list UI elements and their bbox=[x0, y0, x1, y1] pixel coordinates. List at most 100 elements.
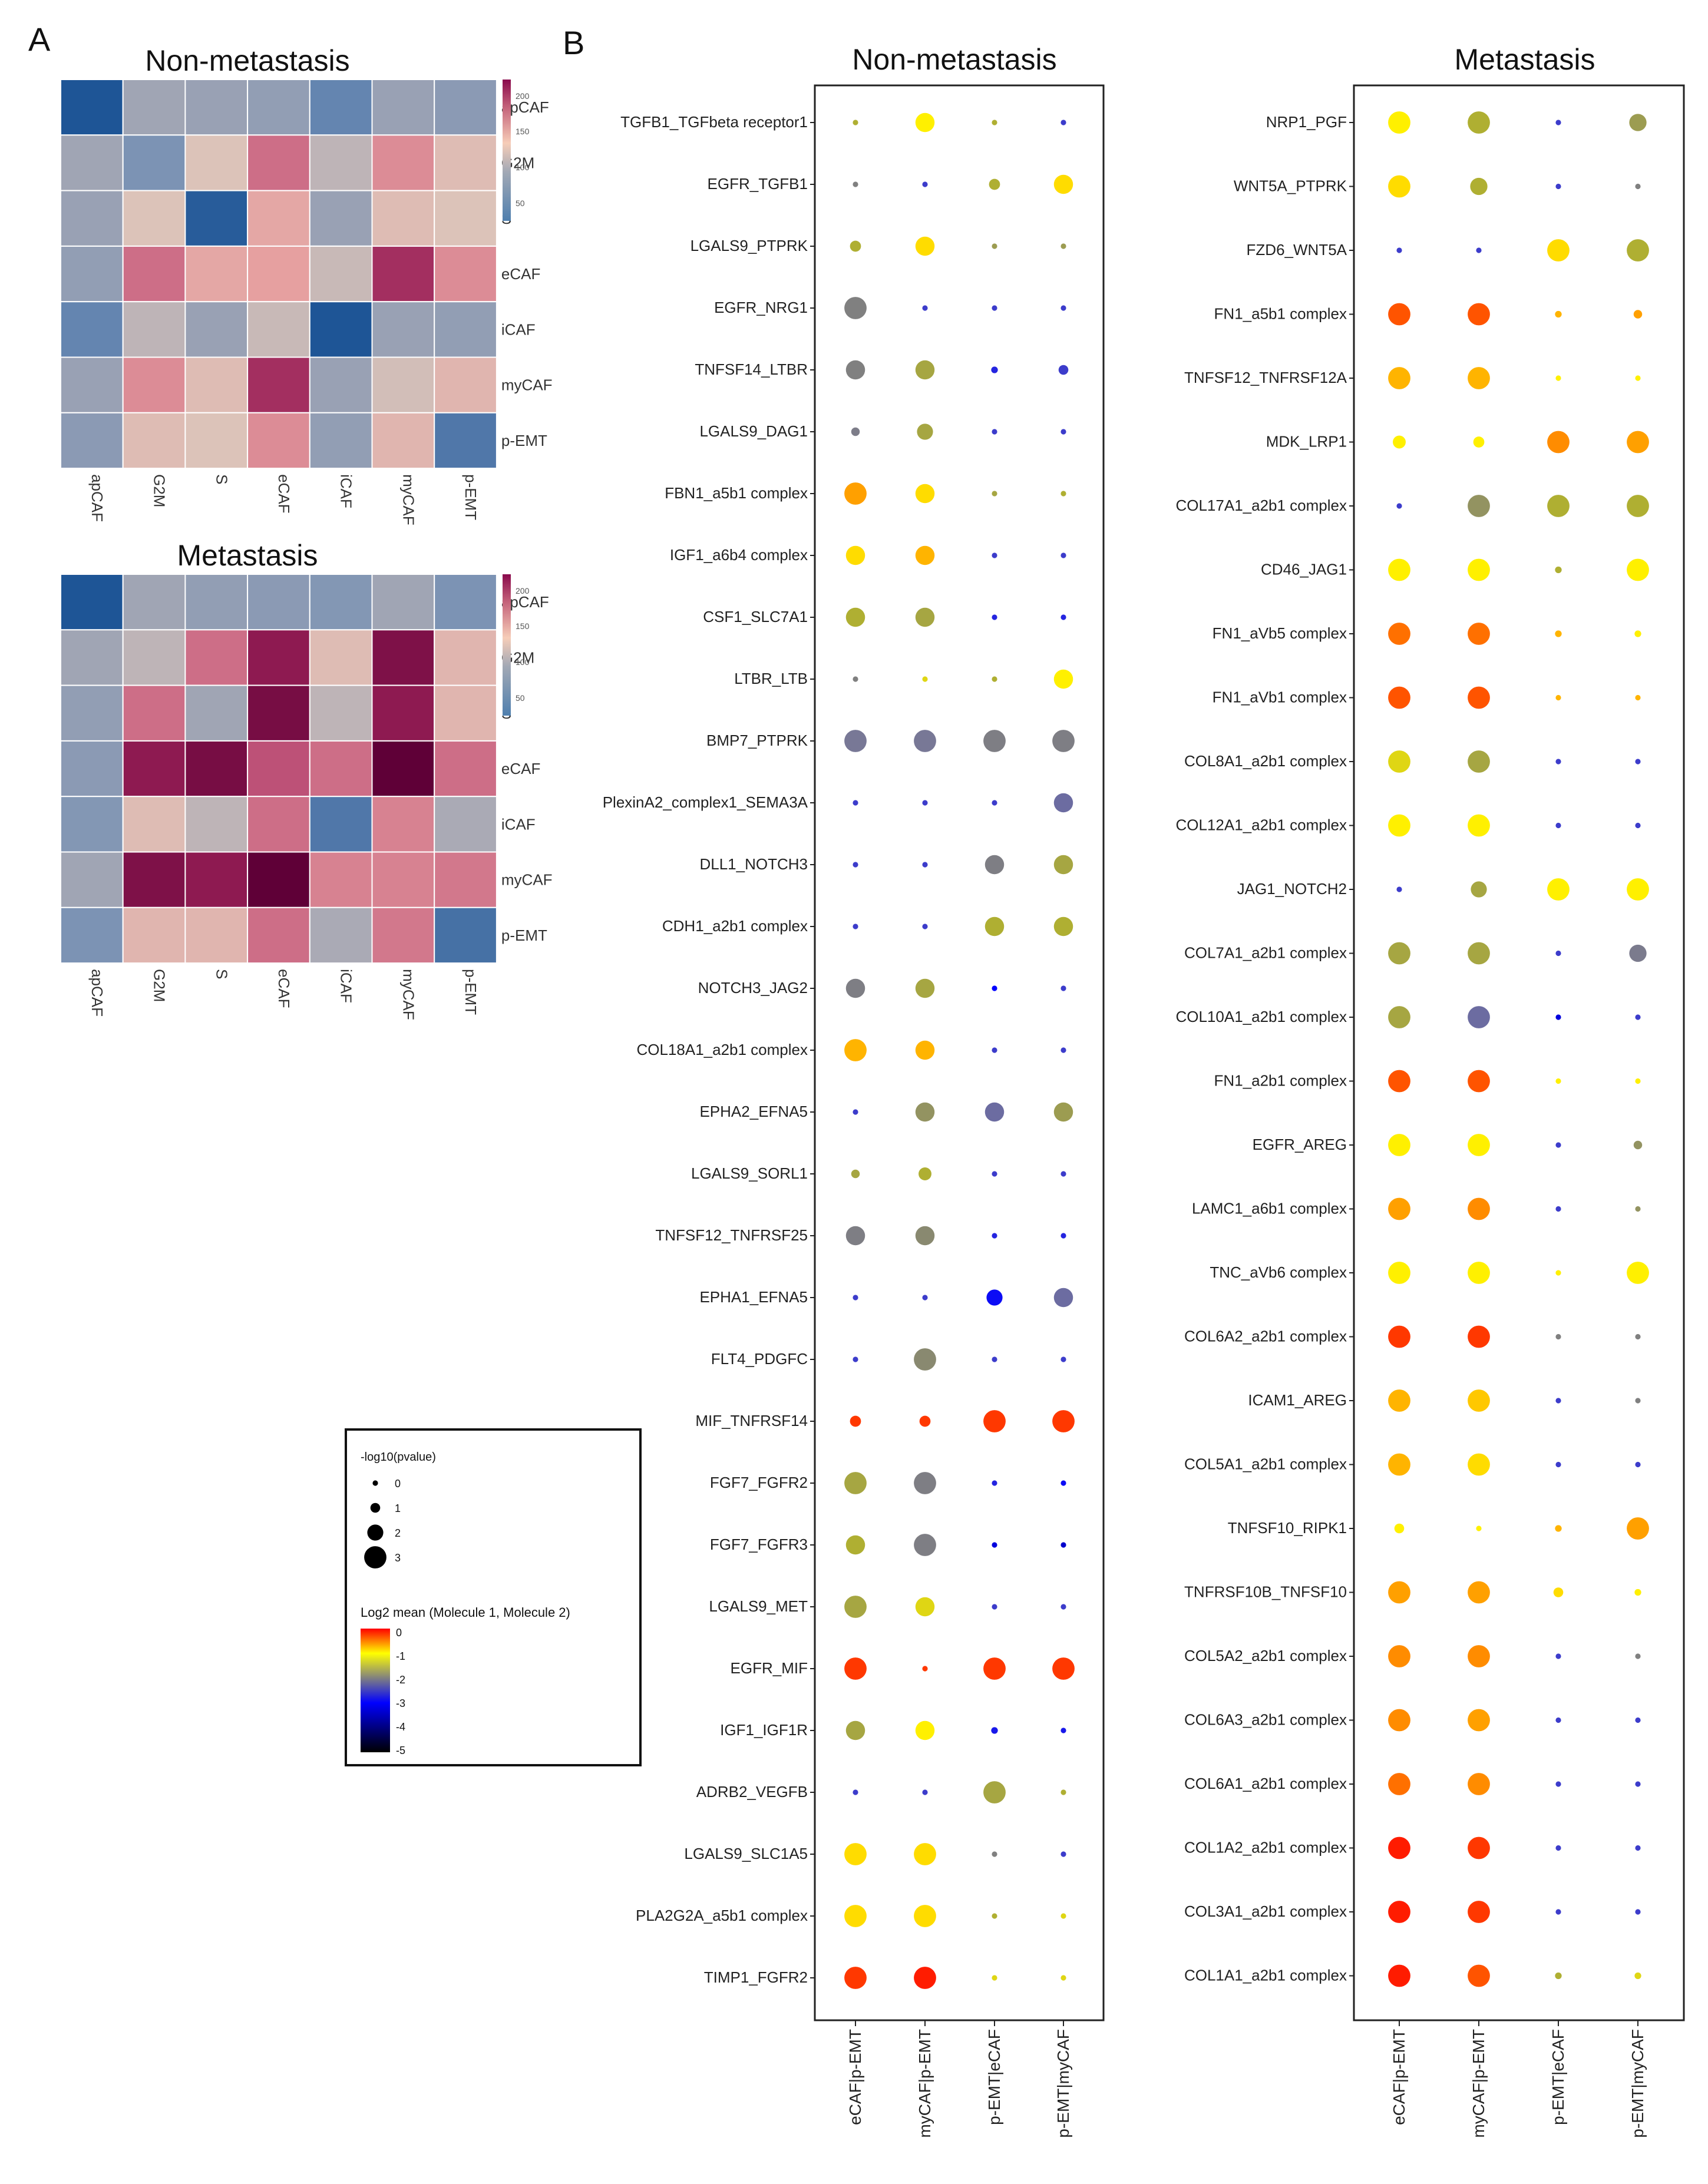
dotplot-point bbox=[1052, 730, 1075, 752]
dotplot-point bbox=[1547, 878, 1570, 901]
heatmap-row-label: p-EMT bbox=[501, 926, 547, 944]
dotplot-point bbox=[1468, 686, 1490, 709]
heatmap-cell bbox=[184, 134, 249, 191]
dotplot-point bbox=[1635, 1333, 1641, 1340]
heatmap-cell bbox=[184, 851, 249, 908]
heatmap-cell bbox=[122, 740, 186, 798]
heatmap-cell bbox=[60, 356, 124, 413]
dotplot-point bbox=[845, 360, 865, 380]
dotplot-point bbox=[845, 545, 865, 565]
heatmap-cell bbox=[371, 356, 435, 413]
dotplot-point bbox=[1555, 822, 1561, 829]
dotplot-point bbox=[1555, 375, 1561, 381]
heatmap-cell bbox=[60, 134, 124, 191]
dotplot-point bbox=[845, 978, 865, 998]
heatmap-col-label: eCAF bbox=[275, 474, 293, 513]
legend-size-title: -log10(pvalue) bbox=[361, 1451, 436, 1464]
dotplot-point bbox=[853, 1109, 858, 1115]
dotplot-point bbox=[844, 1967, 867, 1989]
dotplot-point bbox=[853, 181, 858, 187]
dotplot-point bbox=[992, 1542, 997, 1548]
dotplot-metastasis: Metastasis NRP1_PGF WNT5A_PTPRK FZD6_WNT5A… bbox=[1175, 43, 1685, 2138]
dotplot-point bbox=[1635, 1909, 1641, 1915]
dotplot-row-label: LGALS9_SLC1A5 bbox=[684, 1845, 808, 1862]
dotplot-point bbox=[992, 429, 997, 435]
dotplot-row-label: FN1_a2b1 complex bbox=[1214, 1072, 1347, 1090]
dotplot-row-label: COL8A1_a2b1 complex bbox=[1184, 752, 1347, 770]
legend-size-label: 2 bbox=[395, 1527, 401, 1539]
dotplot-point bbox=[1468, 814, 1490, 837]
dotplot-point bbox=[914, 1472, 936, 1494]
dotplot-point bbox=[915, 1597, 935, 1617]
heatmap-cell bbox=[371, 134, 435, 191]
dotplot-point bbox=[1635, 1206, 1641, 1212]
dotplot-point bbox=[844, 297, 867, 319]
dotplot-point bbox=[915, 1226, 935, 1246]
dotplot-point bbox=[1555, 1014, 1561, 1020]
dotplot-point bbox=[1061, 552, 1066, 558]
dotplot-point bbox=[1388, 558, 1410, 581]
heatmap-cell bbox=[309, 79, 373, 136]
dotplot-point bbox=[992, 800, 997, 806]
dotplot-point bbox=[851, 1169, 860, 1179]
dotplot-point bbox=[853, 800, 858, 806]
dotplot-point bbox=[1627, 239, 1649, 262]
heatmap-cell bbox=[184, 796, 249, 853]
dotplot-point bbox=[1468, 495, 1490, 517]
heatmap-cell bbox=[434, 740, 497, 798]
dotplot-point bbox=[989, 178, 1000, 190]
heatmap-cell bbox=[434, 356, 497, 413]
dotplot-point bbox=[1053, 793, 1073, 813]
heatmap-col-label: eCAF bbox=[275, 969, 293, 1008]
dotplot-point bbox=[1053, 1288, 1073, 1308]
dotplot-point bbox=[1627, 1262, 1649, 1284]
heatmap-cell bbox=[309, 906, 373, 964]
dotplot-row-label: COL3A1_a2b1 complex bbox=[1184, 1902, 1347, 1920]
dotplot-point bbox=[1635, 1845, 1641, 1851]
dotplot-row-label: COL12A1_a2b1 complex bbox=[1175, 816, 1347, 834]
dotplot-point bbox=[992, 1851, 997, 1857]
dotplot-row-label: EGFR_MIF bbox=[731, 1659, 808, 1677]
dotplot-row-label: TNFRSF10B_TNFSF10 bbox=[1184, 1583, 1347, 1601]
heatmap-cell bbox=[60, 245, 124, 303]
heatmap-cell bbox=[434, 190, 497, 247]
heatmap-row-label: iCAF bbox=[501, 815, 536, 833]
dotplot-point bbox=[1388, 623, 1410, 645]
dotplot-point bbox=[1388, 1964, 1410, 1987]
dotplot-row-label: COL10A1_a2b1 complex bbox=[1175, 1008, 1347, 1025]
heatmap-cell bbox=[122, 796, 186, 853]
panel-label-b: B bbox=[563, 24, 584, 61]
dotplot-point bbox=[845, 607, 865, 627]
dotplot-point bbox=[850, 240, 861, 252]
dotplot-point bbox=[1468, 1453, 1490, 1476]
dotplot-point bbox=[1053, 1102, 1073, 1122]
dotplot-point bbox=[853, 120, 858, 125]
dotplot-point bbox=[1627, 431, 1649, 454]
legend-colorbar bbox=[361, 1629, 390, 1752]
dotplot-point bbox=[1555, 1206, 1561, 1212]
dotplot-point bbox=[1470, 177, 1488, 196]
heatmap-title: Non-metastasis bbox=[145, 44, 349, 77]
dotplot-point bbox=[1468, 1773, 1490, 1795]
dotplot-point bbox=[844, 730, 867, 752]
dotplot-row-label: COL17A1_a2b1 complex bbox=[1175, 497, 1347, 514]
heatmap-col-label: iCAF bbox=[338, 474, 355, 508]
heatmap-cell bbox=[434, 245, 497, 303]
dotplot-col-label: myCAF|p-EMT bbox=[1469, 2029, 1488, 2138]
dotplot-point bbox=[1053, 174, 1073, 194]
dotplot-point bbox=[1629, 114, 1647, 131]
dotplot-point bbox=[853, 862, 858, 868]
heatmap-cell bbox=[371, 796, 435, 853]
heatmap-cell bbox=[309, 629, 373, 686]
dotplot-point bbox=[853, 1295, 858, 1301]
heatmap-cell bbox=[434, 796, 497, 853]
dotplot-point bbox=[1634, 630, 1641, 637]
dotplot-point bbox=[914, 730, 936, 752]
dotplot-point bbox=[1388, 1325, 1410, 1348]
dotplot-point bbox=[915, 112, 935, 133]
dotplot-row-label: ADRB2_VEGFB bbox=[696, 1783, 808, 1801]
dotplot-point bbox=[1468, 942, 1490, 965]
colorbar-tick: 200 bbox=[516, 586, 530, 595]
dotplot-row-label: COL6A3_a2b1 complex bbox=[1184, 1711, 1347, 1729]
